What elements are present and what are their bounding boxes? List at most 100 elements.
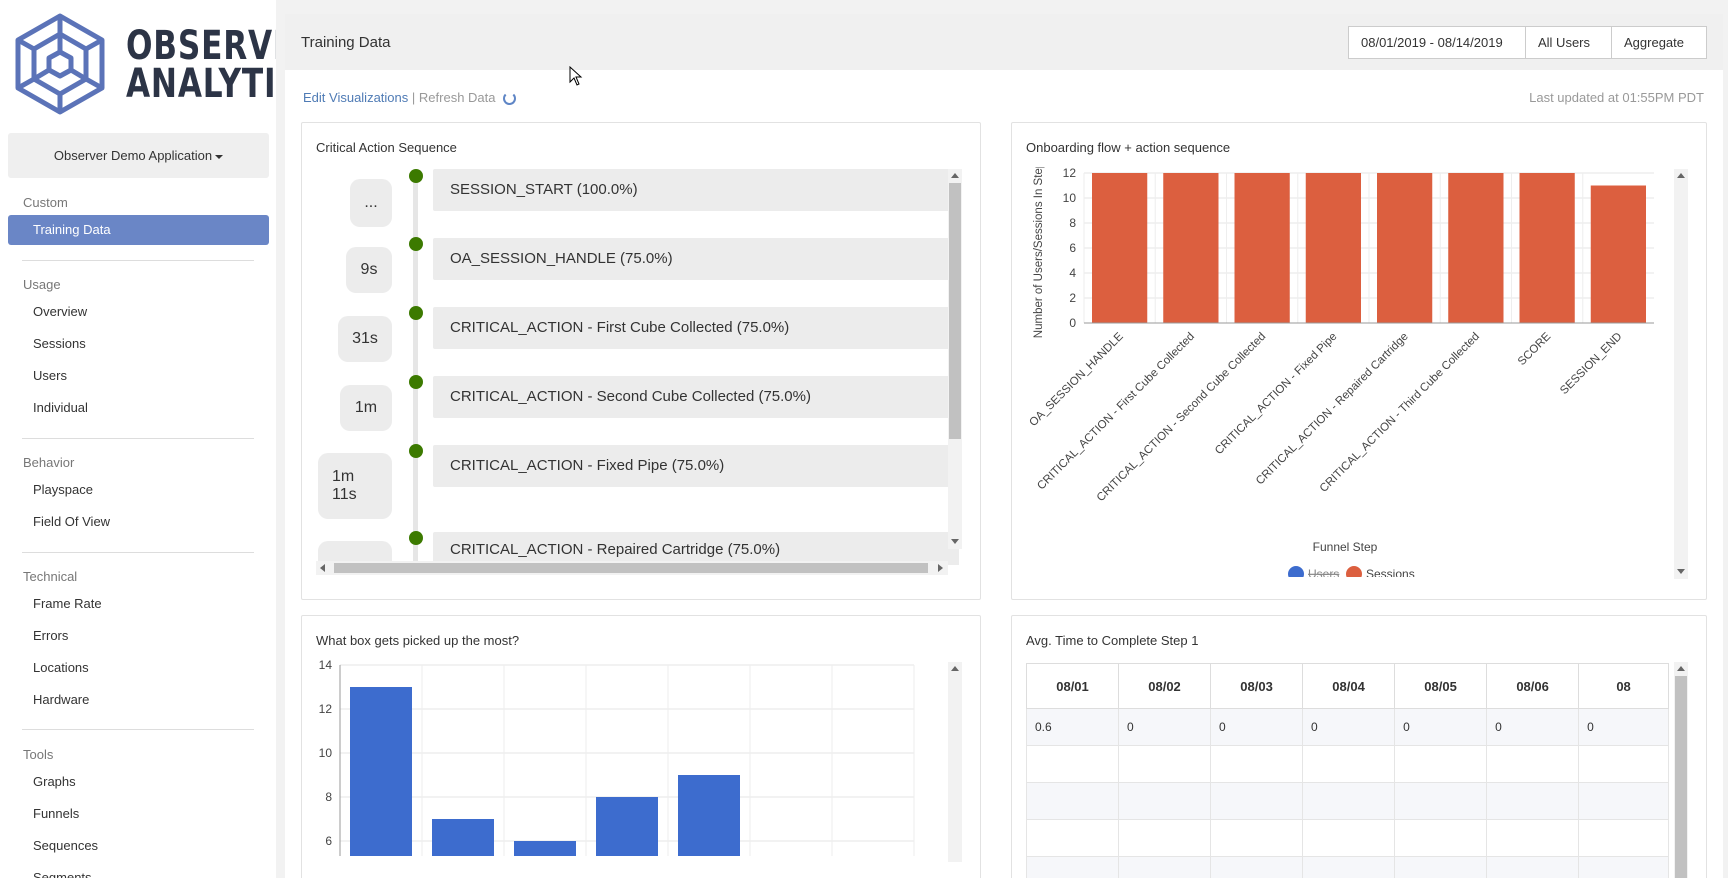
step-action[interactable]: CRITICAL_ACTION - Second Cube Collected … — [433, 376, 959, 418]
users-filter-label: All Users — [1538, 35, 1591, 50]
table-cell: 0 — [1302, 708, 1396, 746]
refresh-data-link[interactable]: Refresh Data — [418, 90, 496, 105]
section-label-technical: Technical — [23, 569, 78, 584]
sidebar-item-errors[interactable]: Errors — [33, 628, 69, 643]
legend-swatch[interactable] — [1288, 566, 1304, 577]
table-cell — [1578, 819, 1669, 857]
table-cell — [1118, 856, 1212, 878]
page-header: Training Data 08/01/2019 - 08/14/2019 Al… — [285, 14, 1723, 77]
step-action[interactable]: CRITICAL_ACTION - Fixed Pipe (75.0%) — [433, 445, 959, 487]
x-axis-label: Funnel Step — [1313, 540, 1378, 554]
table-cell: 0 — [1578, 708, 1669, 746]
scroll-down-icon[interactable] — [1677, 569, 1685, 574]
table-cell: 0 — [1486, 708, 1580, 746]
table-cell — [1486, 819, 1580, 857]
aggregate-dropdown[interactable]: Aggregate — [1611, 26, 1707, 77]
scroll-thumb[interactable] — [1675, 676, 1687, 878]
column-header[interactable]: 08/01 — [1025, 663, 1120, 709]
sidebar-item-training-data[interactable]: Training Data — [8, 215, 269, 245]
y-tick-label: 6 — [325, 834, 332, 848]
table-cell — [1394, 819, 1488, 857]
step-action[interactable]: CRITICAL_ACTION - First Cube Collected (… — [433, 307, 959, 349]
sidebar-item-hardware[interactable]: Hardware — [33, 692, 90, 707]
scroll-left-icon[interactable] — [320, 564, 325, 572]
sidebar-item-playspace[interactable]: Playspace — [33, 482, 93, 497]
bar[interactable] — [1377, 173, 1433, 323]
bar[interactable] — [1163, 173, 1219, 323]
sidebar-item-sessions[interactable]: Sessions — [33, 336, 86, 351]
step-time: 1m — [340, 385, 392, 431]
column-header[interactable]: 08/02 — [1118, 663, 1212, 709]
refresh-icon[interactable] — [502, 92, 516, 106]
step-action[interactable]: CRITICAL_ACTION - Repaired Cartridge (75… — [433, 532, 959, 565]
sidebar-item-overview[interactable]: Overview — [33, 304, 88, 319]
vertical-scrollbar[interactable] — [948, 662, 962, 862]
scroll-up-icon[interactable] — [1677, 173, 1685, 178]
legend-label[interactable]: Users — [1308, 567, 1339, 577]
scroll-up-icon[interactable] — [951, 666, 959, 671]
scroll-down-icon[interactable] — [951, 539, 959, 544]
legend-label[interactable]: Sessions — [1366, 567, 1415, 577]
step-action[interactable]: SESSION_START (100.0%) — [433, 169, 959, 211]
sidebar-item-users[interactable]: Users — [33, 368, 67, 383]
y-axis-label: Number of Users/Sessions In Step — [1033, 167, 1045, 338]
edit-visualizations-link[interactable]: Edit Visualizations — [303, 90, 409, 105]
table-cell — [1025, 745, 1120, 783]
sidebar-item-locations[interactable]: Locations — [33, 660, 89, 675]
scroll-up-icon[interactable] — [951, 173, 959, 178]
panel-title: Avg. Time to Complete Step 1 — [1026, 633, 1199, 648]
scroll-right-icon[interactable] — [938, 564, 943, 572]
sidebar-item-segments[interactable]: Segments — [33, 870, 92, 878]
table-cell — [1025, 782, 1120, 820]
app-selector[interactable]: Observer Demo Application — [8, 133, 269, 178]
scroll-thumb[interactable] — [334, 563, 928, 573]
table-cell — [1302, 782, 1396, 820]
sequence-list[interactable]: ... SESSION_START (100.0%) 9s OA_SESSION… — [316, 169, 961, 565]
sidebar-item-funnels[interactable]: Funnels — [33, 806, 80, 821]
horizontal-scrollbar[interactable] — [316, 561, 948, 575]
column-header[interactable]: 08/06 — [1486, 663, 1580, 709]
sidebar-item-field-of-view[interactable]: Field Of View — [33, 514, 111, 529]
step-action[interactable]: OA_SESSION_HANDLE (75.0%) — [433, 238, 959, 280]
column-header[interactable]: 08/03 — [1210, 663, 1304, 709]
table-cell: 0.6 — [1025, 708, 1120, 746]
bar[interactable] — [1305, 173, 1361, 323]
sidebar-item-sequences[interactable]: Sequences — [33, 838, 99, 853]
bar[interactable] — [1519, 173, 1575, 323]
bar[interactable] — [432, 819, 494, 856]
scroll-thumb[interactable] — [949, 183, 961, 439]
bar[interactable] — [1590, 185, 1646, 324]
sidebar-item-frame-rate[interactable]: Frame Rate — [33, 596, 102, 611]
column-header[interactable]: 08/05 — [1394, 663, 1488, 709]
vertical-scrollbar[interactable] — [1674, 662, 1688, 878]
section-label-tools: Tools — [23, 747, 54, 762]
table-cell: 0 — [1210, 708, 1304, 746]
x-tick-label: CRITICAL_ACTION - Repaired Cartridge — [1254, 331, 1411, 488]
table-cell — [1486, 782, 1580, 820]
table-cell — [1578, 782, 1669, 820]
column-header[interactable]: 08 — [1578, 663, 1669, 709]
sidebar-item-graphs[interactable]: Graphs — [33, 774, 76, 789]
vertical-scrollbar[interactable] — [948, 169, 962, 549]
caret-down-icon — [215, 154, 224, 159]
bar[interactable] — [678, 775, 740, 856]
sidebar-item-individual[interactable]: Individual — [33, 400, 88, 415]
bar[interactable] — [1234, 173, 1290, 323]
table-cell — [1210, 856, 1304, 878]
brand-logo[interactable]: OBSERVER ANALYTICS — [8, 12, 276, 116]
legend-swatch[interactable] — [1346, 566, 1362, 577]
scroll-up-icon[interactable] — [1677, 666, 1685, 671]
vertical-scrollbar[interactable] — [1674, 169, 1688, 579]
bar[interactable] — [1448, 173, 1504, 323]
column-header[interactable]: 08/04 — [1302, 663, 1396, 709]
bar[interactable] — [350, 687, 412, 856]
bar[interactable] — [596, 797, 658, 856]
table-cell — [1210, 745, 1304, 783]
step-dot — [409, 306, 423, 320]
users-filter-dropdown[interactable]: All Users — [1525, 26, 1612, 77]
bar[interactable] — [514, 841, 576, 856]
bar[interactable] — [1092, 173, 1148, 323]
brand-line-1: OBSERVER — [126, 23, 276, 69]
date-range-dropdown[interactable]: 08/01/2019 - 08/14/2019 — [1348, 26, 1526, 77]
sidebar: OBSERVER ANALYTICS Observer Demo Applica… — [0, 0, 276, 878]
